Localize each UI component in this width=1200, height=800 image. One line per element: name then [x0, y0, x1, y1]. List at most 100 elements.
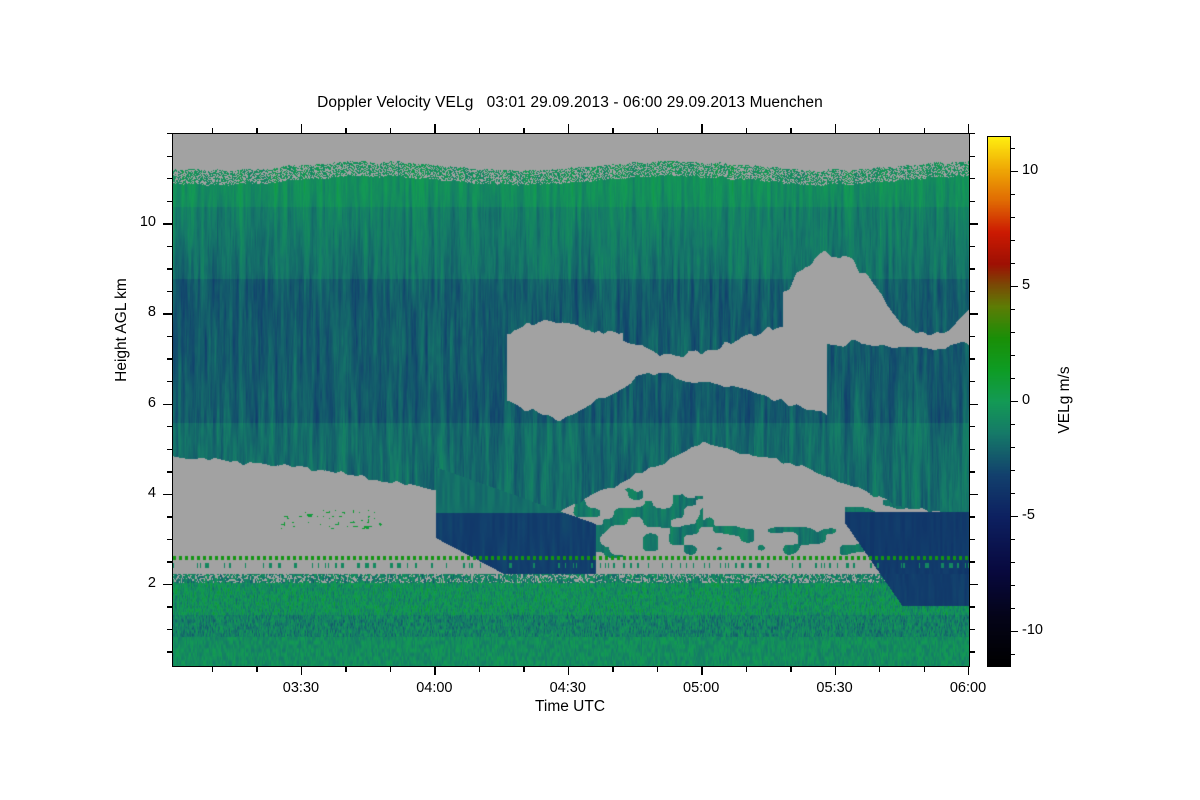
- x-tick-label: 06:00: [949, 680, 987, 696]
- y-tick-minor: [969, 155, 975, 157]
- x-tick-minor: [701, 124, 703, 133]
- colorbar-tick: [1010, 170, 1019, 172]
- x-tick-minor: [879, 666, 881, 672]
- page-title: Doppler Velocity VELg 03:01 29.09.2013 -…: [317, 94, 823, 111]
- colorbar-label-wrap: VELg m/s: [1056, 366, 1076, 433]
- x-tick-minor: [656, 666, 659, 672]
- colorbar-tick: [1010, 331, 1015, 333]
- y-tick-minor: [166, 516, 172, 518]
- y-tick-minor: [163, 313, 172, 315]
- x-tick-minor: [879, 127, 881, 133]
- x-tick-minor: [923, 127, 925, 133]
- x-tick-minor: [523, 666, 525, 672]
- x-tick-label: 05:00: [683, 680, 720, 696]
- y-tick-minor: [166, 606, 172, 608]
- x-tick-minor: [968, 666, 970, 676]
- y-tick-minor: [166, 651, 172, 653]
- plot-axes: [172, 133, 970, 667]
- y-tick-minor: [166, 268, 172, 270]
- colorbar-tick: [1010, 584, 1015, 586]
- colorbar-tick: [1010, 239, 1015, 241]
- x-tick-minor: [523, 127, 525, 133]
- y-tick-minor: [969, 358, 975, 360]
- x-tick-minor: [567, 124, 570, 133]
- colorbar-tick: [1010, 377, 1015, 379]
- x-tick-label: 04:00: [416, 680, 453, 696]
- x-tick-label: 04:30: [549, 680, 586, 696]
- y-tick-label: 10: [139, 214, 156, 231]
- y-tick-minor: [969, 493, 979, 496]
- colorbar-tick: [1010, 446, 1015, 448]
- y-tick-minor: [166, 178, 172, 180]
- colorbar-tick: [1010, 285, 1019, 287]
- y-tick-minor: [969, 606, 975, 608]
- x-tick-minor: [256, 666, 258, 672]
- colorbar-tick-label: -5: [1022, 506, 1035, 523]
- x-tick-minor: [834, 666, 836, 676]
- colorbar-gradient: [988, 137, 1010, 666]
- y-tick-minor: [163, 583, 172, 586]
- y-tick-minor: [969, 380, 975, 383]
- colorbar-tick: [1010, 423, 1015, 425]
- y-tick-minor: [166, 200, 172, 203]
- colorbar-tick: [1010, 469, 1015, 471]
- y-tick-minor: [166, 245, 172, 248]
- colorbar-tick: [1010, 262, 1015, 264]
- x-tick-minor: [701, 666, 703, 676]
- colorbar-tick: [1010, 147, 1015, 149]
- colorbar-tick-label: -10: [1022, 621, 1043, 638]
- y-tick-label: 2: [147, 574, 156, 591]
- y-tick-minor: [969, 245, 975, 248]
- x-tick-minor: [389, 666, 392, 672]
- colorbar-tick: [1010, 492, 1015, 494]
- y-tick-minor: [969, 516, 975, 518]
- x-tick-minor: [434, 124, 436, 133]
- x-tick-label: 03:30: [282, 680, 320, 696]
- y-tick-minor: [163, 223, 172, 225]
- y-tick-minor: [969, 471, 975, 473]
- colorbar-tick: [1010, 308, 1015, 310]
- colorbar-tick: [1010, 216, 1015, 218]
- x-tick-minor: [567, 666, 570, 676]
- colorbar-tick: [1010, 653, 1015, 655]
- colorbar-tick: [1010, 561, 1015, 563]
- x-tick-minor: [745, 666, 748, 672]
- x-tick-minor: [434, 666, 436, 676]
- y-tick-minor: [969, 448, 975, 450]
- y-axis-label-wrap: Height AGL km: [113, 278, 133, 382]
- x-tick-label: 05:30: [816, 680, 853, 696]
- x-tick-minor: [256, 127, 258, 133]
- x-tick-minor: [345, 127, 347, 133]
- y-tick-minor: [166, 538, 172, 541]
- y-tick-minor: [166, 335, 172, 338]
- x-tick-minor: [656, 127, 659, 133]
- y-axis-label: Height AGL km: [113, 278, 130, 382]
- y-tick-minor: [969, 133, 975, 135]
- y-tick-minor: [969, 583, 979, 586]
- x-axis-label: Time UTC: [534, 698, 606, 715]
- colorbar-tick: [1010, 193, 1015, 195]
- y-tick-minor: [166, 471, 172, 473]
- colorbar-tick: [1010, 630, 1019, 632]
- colorbar-tick: [1010, 607, 1015, 609]
- colorbar-tick: [1010, 400, 1019, 402]
- y-tick-minor: [969, 628, 975, 631]
- y-tick-label: 4: [147, 484, 156, 501]
- x-tick-minor: [612, 127, 614, 133]
- y-tick-minor: [166, 628, 172, 631]
- x-tick-minor: [345, 666, 347, 672]
- y-tick-minor: [166, 290, 172, 293]
- x-tick-minor: [923, 666, 925, 672]
- y-tick-minor: [969, 426, 975, 428]
- colorbar-tick: [1010, 538, 1015, 540]
- colorbar-tick-label: 10: [1022, 161, 1039, 178]
- y-tick-minor: [969, 403, 979, 405]
- x-tick-minor: [745, 127, 748, 133]
- y-tick-minor: [969, 200, 975, 203]
- y-tick-minor: [163, 403, 172, 405]
- y-tick-label: 6: [147, 394, 156, 411]
- colorbar-tick: [1010, 515, 1019, 517]
- y-tick-minor: [166, 448, 172, 450]
- x-tick-minor: [834, 124, 836, 133]
